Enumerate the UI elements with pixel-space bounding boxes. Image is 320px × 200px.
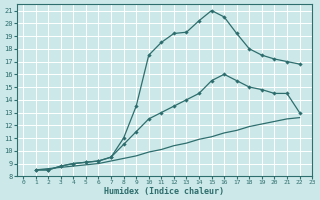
X-axis label: Humidex (Indice chaleur): Humidex (Indice chaleur) [104, 187, 224, 196]
